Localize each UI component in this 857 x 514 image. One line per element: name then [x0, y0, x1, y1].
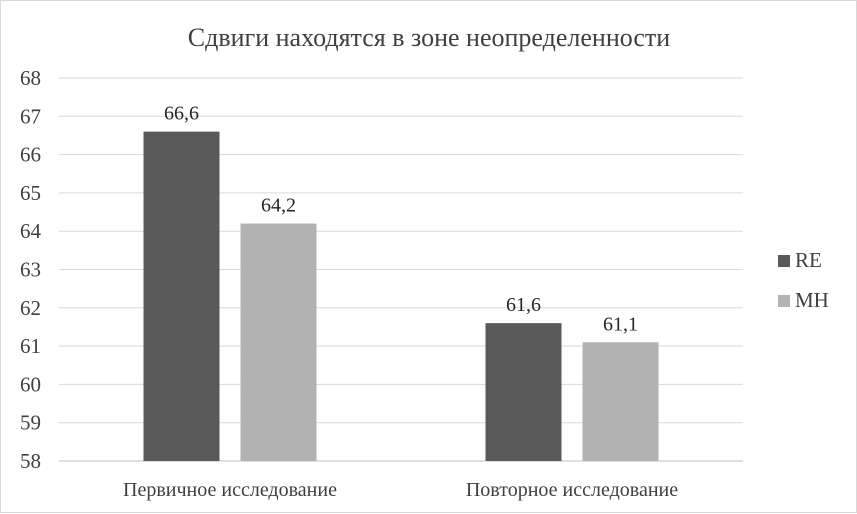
- category-label: Первичное исследование: [123, 479, 337, 501]
- y-tick-label: 58: [20, 449, 41, 473]
- y-tick-label: 66: [20, 143, 41, 167]
- y-tick-label: 60: [20, 372, 41, 396]
- bar-mh: [240, 223, 317, 461]
- category-label: Повторное исследование: [466, 479, 678, 501]
- y-tick-label: 63: [20, 258, 41, 282]
- y-axis-ticks: 58 59 60 61 62 63 64 65 66 67 68: [20, 66, 42, 473]
- legend-label: RE: [795, 248, 822, 272]
- y-tick-label: 61: [20, 334, 41, 358]
- y-tick-label: 67: [20, 104, 41, 128]
- bar-re: [485, 323, 562, 461]
- legend-swatch-re: [778, 255, 790, 267]
- bars: [143, 131, 659, 461]
- bar-re: [143, 131, 220, 461]
- legend-label: MH: [795, 288, 829, 312]
- y-tick-label: 64: [20, 219, 42, 243]
- legend: RE MH: [778, 248, 829, 312]
- data-label: 66,6: [164, 103, 199, 125]
- legend-swatch-mh: [778, 295, 790, 307]
- data-label: 61,1: [603, 313, 638, 335]
- y-tick-label: 62: [20, 296, 41, 320]
- data-label: 61,6: [506, 294, 541, 316]
- data-label: 64,2: [261, 195, 296, 217]
- data-labels: 66,6 64,2 61,6 61,1: [164, 103, 638, 336]
- bar-mh: [582, 342, 659, 461]
- x-axis-categories: Первичное исследование Повторное исследов…: [123, 479, 678, 501]
- y-tick-label: 59: [20, 411, 41, 435]
- y-tick-label: 65: [20, 181, 41, 205]
- chart-title: Сдвиги находятся в зоне неопределенности: [188, 23, 670, 52]
- y-tick-label: 68: [20, 66, 41, 90]
